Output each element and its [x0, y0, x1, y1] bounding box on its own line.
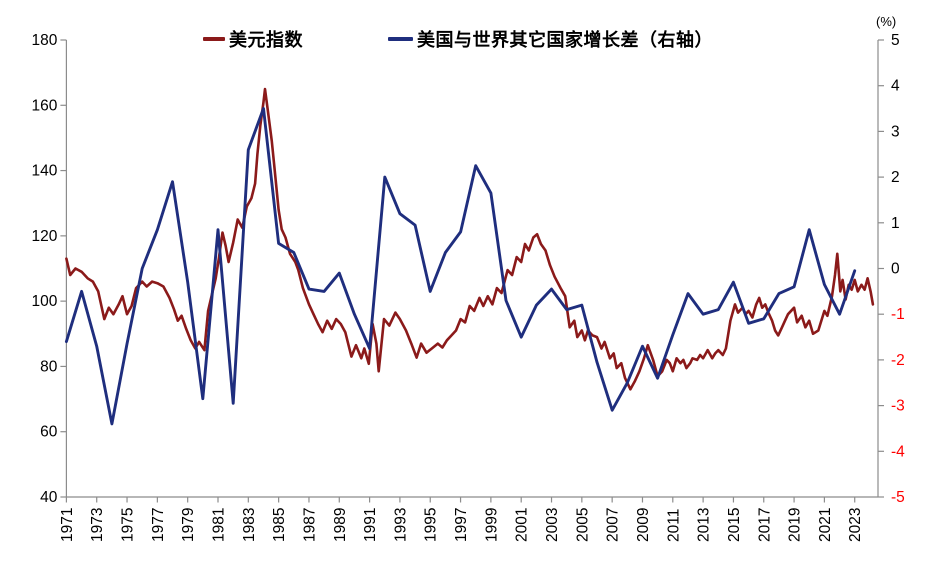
x-axis-year-label: 2015	[726, 508, 743, 542]
left-axis-tick-label: 140	[32, 163, 58, 180]
left-axis-tick-label: 160	[32, 97, 58, 114]
left-axis-tick-label: 40	[40, 489, 58, 506]
x-axis-year-label: 2007	[605, 508, 622, 542]
x-axis-year-label: 1973	[89, 508, 106, 542]
left-axis-tick-label: 180	[32, 32, 58, 49]
x-axis-year-label: 1977	[150, 508, 167, 542]
left-axis-tick-label: 80	[40, 358, 58, 375]
x-axis-year-label: 2019	[787, 508, 804, 542]
x-axis-year-label: 2009	[635, 508, 652, 542]
right-axis-tick-label: -5	[891, 489, 905, 506]
right-axis-tick-label: 2	[891, 169, 900, 186]
right-axis-unit: (%)	[876, 14, 896, 29]
right-axis-tick-label: 1	[891, 215, 900, 232]
x-axis-year-label: 1985	[271, 508, 288, 542]
x-axis-year-label: 2023	[847, 508, 864, 542]
right-axis-tick-label: -3	[891, 398, 905, 415]
x-axis-year-label: 2021	[817, 508, 834, 542]
x-axis-year-label: 1999	[483, 508, 500, 542]
x-axis-year-label: 2003	[544, 508, 561, 542]
right-axis-tick-label: -4	[891, 443, 905, 460]
left-axis-tick-label: 100	[32, 293, 58, 310]
x-axis-year-label: 1997	[453, 508, 470, 542]
left-axis-tick-label: 120	[32, 228, 58, 245]
usd-index-line	[65, 87, 875, 391]
x-axis-year-label: 1995	[423, 508, 440, 542]
growth-differential-line	[64, 107, 857, 426]
x-axis-year-label: 1979	[180, 508, 197, 542]
x-axis-year-label: 2013	[696, 508, 713, 542]
right-axis-tick-label: 5	[891, 32, 900, 49]
x-axis-year-label: 1983	[241, 508, 258, 542]
x-axis-year-label: 1981	[211, 508, 228, 542]
x-axis-year-label: 2017	[756, 508, 773, 542]
right-axis-tick-label: -1	[891, 306, 905, 323]
x-axis-year-label: 1987	[301, 508, 318, 542]
x-axis-year-label: 1989	[332, 508, 349, 542]
x-axis-year-label: 2001	[514, 508, 531, 542]
x-axis-year-label: 1993	[392, 508, 409, 542]
right-axis-tick-label: 4	[891, 78, 900, 95]
right-axis-tick-label: -2	[891, 352, 905, 369]
x-axis-year-label: 1975	[120, 508, 137, 542]
x-axis-year-label: 1971	[59, 508, 76, 542]
x-axis-year-label: 2011	[665, 509, 682, 542]
right-axis-tick-label: 3	[891, 123, 900, 140]
x-axis-year-label: 1991	[362, 508, 379, 542]
left-axis-tick-label: 60	[40, 424, 58, 441]
x-axis-year-label: 2005	[574, 508, 591, 542]
right-axis-tick-label: 0	[891, 261, 900, 278]
